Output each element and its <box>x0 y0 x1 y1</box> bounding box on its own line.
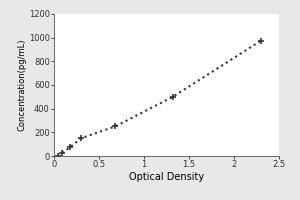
X-axis label: Optical Density: Optical Density <box>129 172 204 182</box>
Y-axis label: Concentration(pg/mL): Concentration(pg/mL) <box>17 39 26 131</box>
